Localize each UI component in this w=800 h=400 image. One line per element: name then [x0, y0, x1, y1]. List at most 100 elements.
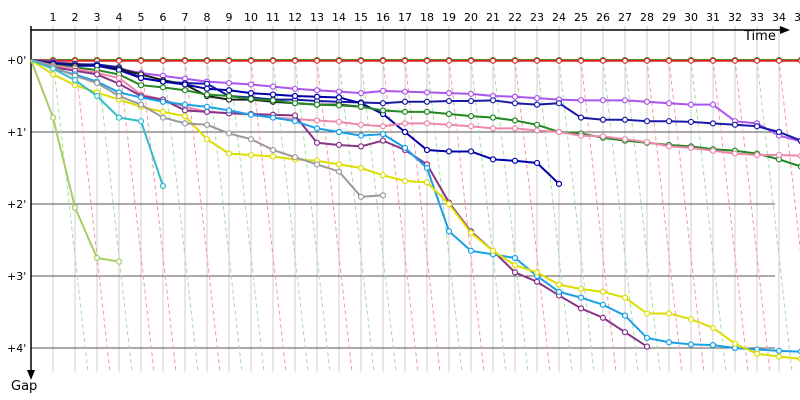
data-point [599, 288, 607, 295]
data-point [511, 57, 519, 64]
data-point [335, 128, 343, 136]
x-tick-label: 2 [72, 11, 79, 24]
data-point [753, 151, 761, 159]
x-tick-label: 18 [420, 11, 434, 24]
data-point [313, 125, 321, 132]
data-point [445, 148, 453, 155]
lap-reference-line [668, 59, 705, 373]
data-point [753, 123, 761, 130]
data-point [181, 120, 189, 127]
data-point [577, 285, 585, 293]
x-tick-label: 6 [160, 11, 167, 24]
data-point [687, 118, 695, 126]
lap-reference-line [514, 59, 551, 373]
data-point [379, 123, 387, 130]
lap-reference-line [778, 59, 800, 252]
x-tick-label: 1 [50, 11, 57, 24]
data-point [533, 159, 541, 167]
data-point [181, 87, 189, 94]
data-point [445, 121, 453, 128]
data-point [489, 247, 497, 254]
lap-reference-line [536, 59, 573, 373]
data-point [467, 229, 475, 236]
data-point [621, 294, 629, 301]
series-line [30, 59, 387, 200]
y-axis-label: Gap [11, 379, 37, 394]
data-point [621, 136, 629, 143]
x-tick-label: 28 [640, 11, 654, 24]
data-point [247, 57, 255, 64]
data-point [71, 77, 79, 84]
y-tick-label: +0' [7, 54, 26, 67]
data-point [401, 57, 409, 64]
data-point [379, 172, 387, 179]
data-point [621, 57, 629, 64]
data-point [269, 83, 277, 90]
data-point [137, 82, 145, 89]
data-point [247, 111, 255, 118]
data-point [467, 148, 475, 155]
data-point [71, 204, 79, 211]
data-point [533, 95, 541, 102]
data-point [137, 101, 145, 108]
data-point [731, 57, 739, 64]
data-point [93, 71, 101, 78]
x-tick-label: 19 [442, 11, 456, 24]
data-point [49, 114, 57, 121]
data-point [511, 269, 519, 276]
data-point [489, 57, 497, 64]
data-point [203, 136, 211, 143]
data-point [533, 278, 541, 285]
data-point [775, 151, 783, 159]
data-point [577, 132, 585, 139]
data-point [291, 85, 299, 92]
data-point [159, 78, 167, 85]
x-tick-label: 25 [574, 11, 588, 24]
data-point [335, 94, 343, 101]
data-point [445, 228, 453, 235]
data-point [621, 312, 629, 319]
series-line [30, 59, 167, 190]
data-point [181, 81, 189, 88]
x-tick-label: 9 [226, 11, 233, 24]
x-tick-label: 26 [596, 11, 610, 24]
lap-reference-line [250, 59, 287, 373]
data-point [379, 192, 387, 199]
data-point [709, 147, 717, 154]
data-point [467, 97, 475, 105]
data-point [181, 101, 189, 108]
x-tick-label: 16 [376, 11, 390, 24]
data-point [203, 121, 211, 128]
data-point [599, 97, 607, 104]
data-point [181, 57, 189, 64]
data-point [467, 247, 475, 254]
axes [27, 26, 790, 380]
data-point [379, 57, 387, 64]
data-point [511, 93, 519, 100]
data-point [533, 101, 541, 108]
x-tick-label: 32 [728, 11, 742, 24]
series-line [30, 57, 800, 64]
data-point [291, 100, 299, 107]
data-point [467, 123, 475, 130]
data-point [93, 79, 101, 87]
data-point [181, 107, 189, 114]
data-point [115, 74, 123, 82]
data-point [357, 164, 365, 172]
data-point [731, 150, 739, 157]
data-point [291, 112, 299, 119]
x-axis-arrow [780, 26, 790, 34]
data-point [203, 108, 211, 115]
data-point [643, 138, 651, 146]
lap-reference-line [448, 59, 485, 373]
data-point [599, 301, 607, 308]
data-point [291, 92, 299, 100]
data-point [313, 101, 321, 108]
data-point [203, 80, 211, 87]
data-point [379, 87, 387, 95]
data-point [115, 92, 123, 100]
data-point [709, 120, 717, 127]
data-point [489, 114, 497, 121]
data-point [357, 121, 365, 128]
